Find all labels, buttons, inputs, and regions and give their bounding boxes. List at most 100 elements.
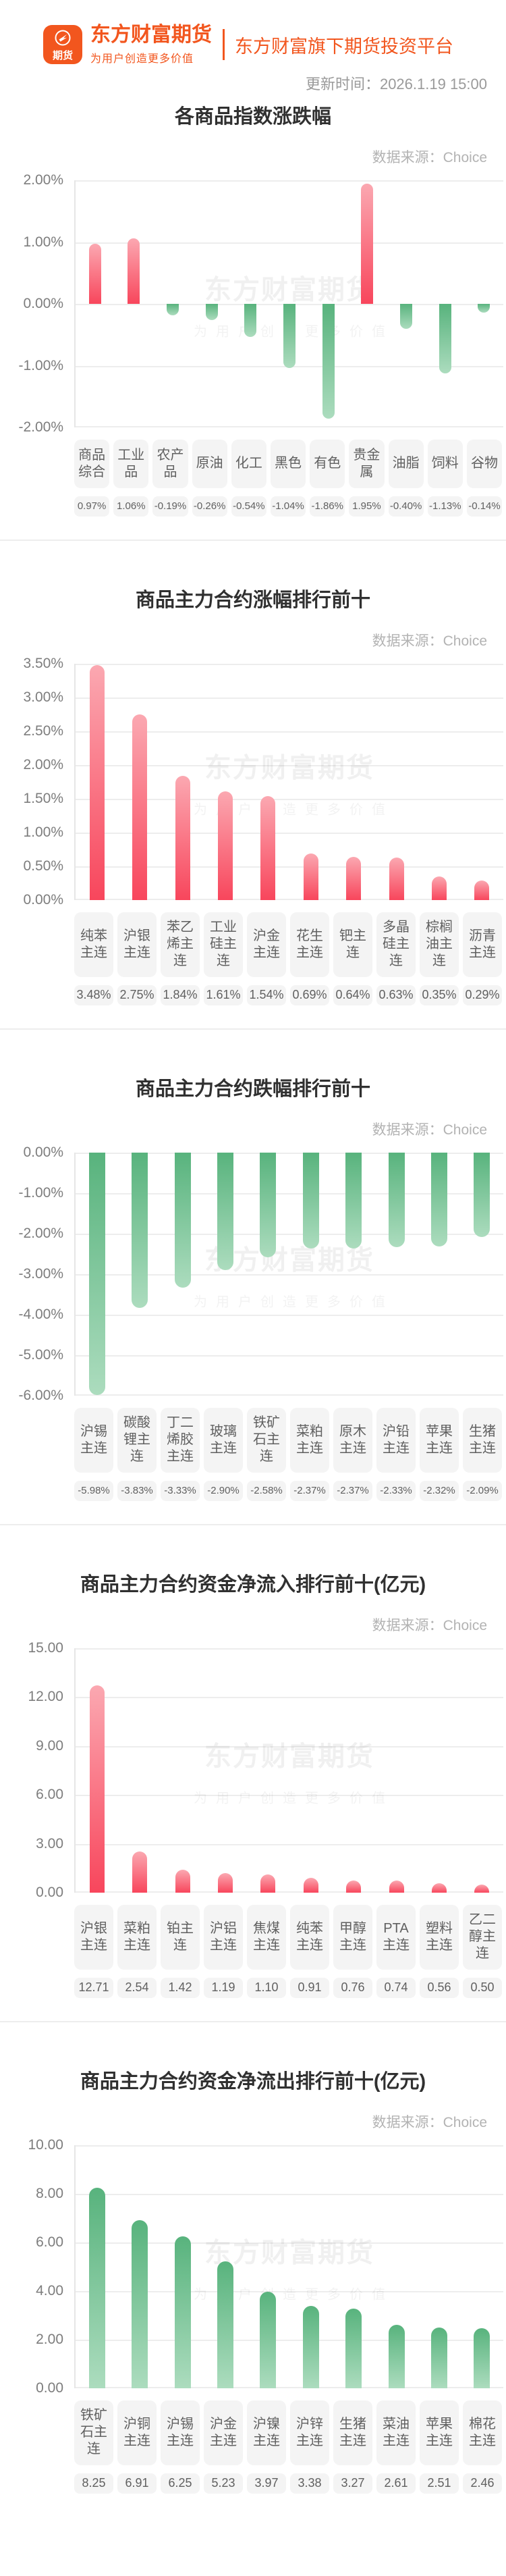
bar-PTA主连	[389, 1880, 404, 1893]
value-pill: 1.42	[161, 1977, 200, 1998]
bar-塑料主连	[432, 1883, 447, 1893]
gridline	[76, 697, 503, 699]
y-axis-tick: -5.00%	[18, 1346, 63, 1363]
bar-原油	[206, 303, 218, 320]
bar-沪铅主连	[389, 1152, 405, 1247]
value-pill: 3.48%	[74, 984, 113, 1005]
category-pill: 沪铝主连	[204, 1904, 243, 1970]
value-pill: 0.76	[333, 1977, 372, 1998]
bar-焦煤主连	[260, 1874, 275, 1893]
bar-生猪主连	[474, 1152, 490, 1237]
value-labels-row: 12.71 2.54 1.42 1.19 1.10 0.91 0.76 0.74 0.56 0.5…	[74, 1977, 502, 1998]
category-pill: 铁矿石主连	[74, 2400, 113, 2465]
bar-沪镍主连	[260, 2291, 276, 2388]
bar-沥青主连	[474, 880, 489, 900]
gridline	[76, 1355, 503, 1357]
y-axis-tick: 2.00	[36, 2331, 63, 2347]
gridline	[76, 764, 503, 766]
gridline	[76, 731, 503, 733]
gridline	[76, 1314, 503, 1316]
category-pill: 沪铅主连	[376, 1407, 416, 1473]
category-pill: 塑料主连	[420, 1904, 459, 1970]
y-axis-tick: 8.00	[36, 2185, 63, 2201]
chart-section-top-losers: 商品主力合约跌幅排行前十 数据来源：Choice 东方财富期货 为用户创造更多价值…	[0, 1030, 506, 1501]
category-pill: 有色	[310, 439, 345, 488]
category-labels-row: 商品综合 工业品 农产品 原油 化工 黑色 有色 贵金属 油脂 饲料 谷物	[74, 439, 503, 488]
bar-沪锌主连	[303, 2305, 319, 2388]
category-pill: 沪镍主连	[247, 2400, 286, 2465]
y-axis-tick: 0.00	[36, 1884, 63, 1900]
bar-玻璃主连	[217, 1152, 233, 1270]
gridline	[76, 1233, 503, 1235]
y-axis-tick: 6.00	[36, 1786, 63, 1802]
value-pill: 0.35%	[420, 984, 459, 1005]
category-labels-row: 铁矿石主连 沪铜主连 沪锡主连 沪金主连 沪镍主连 沪锌主连 生猪主连 菜油主连 苹果主连 棉花主…	[74, 2400, 502, 2465]
brand-name: 东方财富期货	[90, 24, 212, 46]
value-pill: -3.33%	[161, 1480, 200, 1501]
category-pill: 菜粕主连	[290, 1407, 329, 1473]
bar-沪铜主连	[132, 2219, 148, 2388]
category-pill: 钯主连	[333, 912, 372, 977]
data-source-label: 数据来源：Choice	[372, 1617, 487, 1633]
value-pill: -2.58%	[247, 1480, 286, 1501]
bar-多晶硅主连	[389, 857, 404, 900]
bar-工业硅主连	[218, 791, 233, 900]
bar-沪金主连	[217, 2261, 233, 2388]
category-pill: 沪金主连	[247, 912, 286, 977]
value-pill: 5.23	[204, 2473, 243, 2494]
bar-谷物	[478, 303, 490, 313]
y-axis-tick: 4.00	[36, 2282, 63, 2298]
category-pill: 棉花主连	[463, 2400, 502, 2465]
category-pill: 工业品	[113, 439, 149, 488]
gridline	[76, 832, 503, 834]
category-pill: 纯苯主连	[290, 1904, 329, 1970]
bar-原木主连	[345, 1152, 362, 1248]
gridline	[76, 2386, 503, 2388]
logo-badge-text: 期货	[52, 49, 73, 61]
value-pill: -1.04%	[270, 496, 306, 517]
value-pill: 0.64%	[333, 984, 372, 1005]
y-axis-tick: 3.00%	[23, 689, 63, 705]
value-pill: -1.86%	[310, 496, 345, 517]
gridline	[76, 663, 503, 665]
section-divider	[0, 1028, 506, 1030]
y-axis-tick: -6.00%	[18, 1387, 63, 1403]
category-pill: 生猪主连	[463, 1407, 502, 1473]
plot-area: 东方财富期货 为用户创造更多价值 10.00 8.00 6.00 4.00 2.00 0.00	[0, 2137, 506, 2396]
paper-plane-icon	[54, 29, 72, 50]
category-pill: 沪锌主连	[290, 2400, 329, 2465]
bar-菜油主连	[389, 2324, 405, 2388]
category-pill: 苯乙烯主连	[161, 912, 200, 977]
gridline	[76, 898, 503, 900]
value-labels-row: 3.48% 2.75% 1.84% 1.61% 1.54% 0.69% 0.64% 0.63%…	[74, 984, 502, 1005]
value-pill: 8.25	[74, 2473, 113, 2494]
update-time: 更新时间：2026.1.19 15:00	[305, 75, 487, 93]
gridline	[76, 180, 503, 182]
gridline	[76, 1794, 503, 1796]
bar-沪锡主连	[89, 1152, 105, 1395]
category-pill: 焦煤主连	[247, 1904, 286, 1970]
category-pill: 沪锡主连	[74, 1407, 113, 1473]
bar-菜粕主连	[132, 1851, 147, 1893]
bar-棕榈油主连	[432, 876, 447, 900]
y-axis-tick: 0.50%	[23, 858, 63, 874]
y-axis-tick: 0.00	[36, 2380, 63, 2396]
y-axis-tick: 6.00	[36, 2234, 63, 2250]
y-axis-tick: 9.00	[36, 1737, 63, 1754]
chart-section-net-inflow: 商品主力合约资金净流入排行前十(亿元) 数据来源：Choice 东方财富期货 为用…	[0, 1525, 506, 1998]
plot-area: 东方财富期货 为用户创造更多价值 0.00% -1.00% -2.00% -3.00% -4…	[0, 1145, 506, 1403]
value-pill: -0.54%	[231, 496, 266, 517]
chart-title: 商品主力合约跌幅排行前十	[135, 1078, 370, 1100]
value-pill: 1.06%	[113, 496, 149, 517]
gridline	[76, 798, 503, 800]
category-pill: 沪锡主连	[161, 2400, 200, 2465]
chart-title: 商品主力合约涨幅排行前十	[135, 589, 370, 611]
category-pill: 苹果主连	[420, 1407, 459, 1473]
y-axis-tick: 0.00%	[23, 1144, 63, 1160]
value-pill: -0.26%	[192, 496, 227, 517]
bar-纯苯主连	[304, 1877, 318, 1893]
bar-甲醇主连	[346, 1880, 361, 1893]
y-axis-tick: 3.50%	[23, 655, 63, 671]
value-pill: 0.91	[290, 1977, 329, 1998]
